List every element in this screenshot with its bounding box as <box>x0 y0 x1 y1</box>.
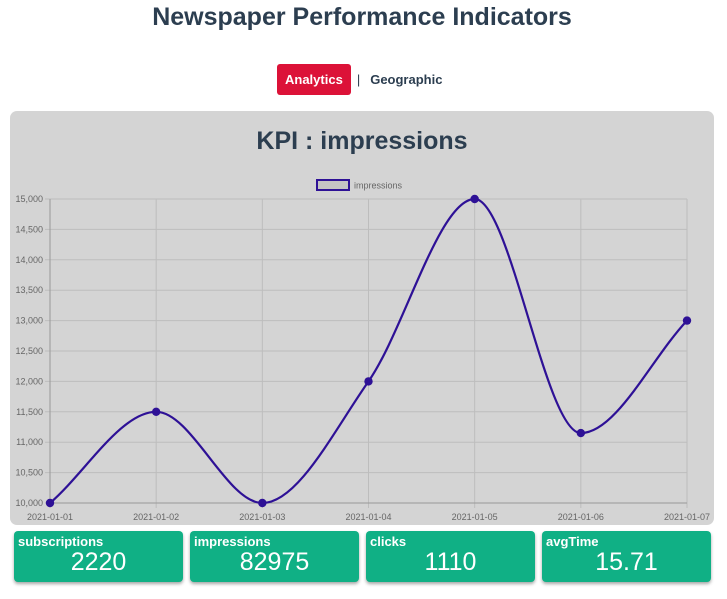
kpi-card-value: 1110 <box>424 548 477 576</box>
kpi-card-value: 2220 <box>70 548 127 576</box>
kpi-card-label: clicks <box>370 534 407 549</box>
page-title: Newspaper Performance Indicators <box>152 3 572 31</box>
y-tick-label: 14,500 <box>15 224 43 234</box>
x-tick-label: 2021-01-06 <box>558 512 604 522</box>
y-tick-label: 13,000 <box>15 316 43 326</box>
y-tick-label: 10,000 <box>15 498 43 508</box>
x-tick-label: 2021-01-05 <box>452 512 498 522</box>
kpi-card-impressions[interactable]: impressions 82975 <box>190 531 359 582</box>
tab-geographic[interactable]: Geographic <box>370 72 443 87</box>
y-tick-label: 15,000 <box>15 194 43 204</box>
kpi-card-label: avgTime <box>546 534 599 549</box>
x-tick-label: 2021-01-01 <box>27 512 73 522</box>
kpi-cards: subscriptions 2220 impressions 82975 cli… <box>14 531 714 583</box>
legend-swatch[interactable] <box>316 179 350 191</box>
kpi-card-clicks[interactable]: clicks 1110 <box>366 531 535 582</box>
x-tick-label: 2021-01-04 <box>345 512 391 522</box>
chart-panel: KPI : impressions 10,000 10,500 11,000 11,5… <box>10 111 714 525</box>
line-chart: 10,000 10,500 11,000 11,500 12,000 12,500 13,0… <box>15 179 710 522</box>
y-tick-label: 12,500 <box>15 346 43 356</box>
kpi-card-subscriptions[interactable]: subscriptions 2220 <box>14 531 183 582</box>
data-point[interactable] <box>576 428 586 438</box>
y-tick-label: 11,000 <box>16 437 43 447</box>
tab-separator: | <box>356 72 361 87</box>
kpi-card-value: 82975 <box>239 548 310 576</box>
y-tick-label: 13,500 <box>15 285 43 295</box>
x-tick-label: 2021-01-07 <box>664 512 710 522</box>
data-point[interactable] <box>151 407 161 416</box>
kpi-card-label: impressions <box>194 534 271 549</box>
legend-label: impressions <box>354 181 403 191</box>
data-point[interactable] <box>470 194 479 204</box>
chart-title: KPI : impressions <box>256 127 468 155</box>
kpi-card-value: 15.71 <box>595 548 658 576</box>
data-point[interactable] <box>364 377 373 386</box>
y-tick-label: 11,500 <box>16 407 43 417</box>
kpi-card-label: subscriptions <box>18 534 104 549</box>
x-tick-label: 2021-01-03 <box>239 512 285 522</box>
tab-analytics[interactable]: Analytics <box>277 64 351 95</box>
x-tick-label: 2021-01-02 <box>133 512 179 522</box>
data-point[interactable] <box>45 498 55 508</box>
kpi-card-avgtime[interactable]: avgTime 15.71 <box>542 531 711 582</box>
view-tabs: Analytics | Geographic <box>277 64 442 95</box>
y-tick-label: 14,000 <box>15 255 43 265</box>
data-point[interactable] <box>258 498 267 508</box>
data-point[interactable] <box>682 316 692 325</box>
y-tick-label: 10,500 <box>15 468 43 478</box>
y-tick-label: 12,000 <box>15 376 43 386</box>
